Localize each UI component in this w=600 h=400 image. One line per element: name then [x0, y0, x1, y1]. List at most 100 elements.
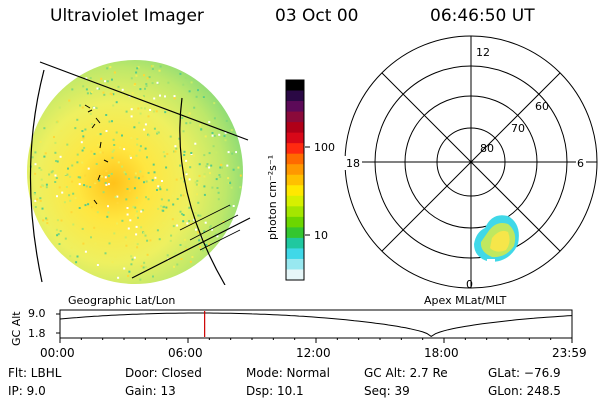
image-speck	[215, 178, 218, 181]
image-speck	[224, 222, 227, 225]
image-speck	[143, 261, 146, 264]
image-speck	[148, 179, 151, 182]
image-speck	[59, 155, 62, 158]
image-speck	[181, 116, 184, 119]
image-speck	[224, 131, 227, 134]
image-speck	[211, 186, 214, 189]
image-speck	[184, 204, 187, 206]
image-speck	[39, 185, 42, 188]
image-speck	[166, 153, 169, 155]
image-speck	[106, 67, 109, 70]
image-speck	[211, 228, 213, 231]
image-speck	[68, 194, 71, 197]
image-speck	[117, 85, 120, 88]
image-speck	[145, 196, 147, 199]
image-speck	[157, 207, 160, 210]
image-speck	[172, 225, 175, 228]
image-speck	[176, 224, 179, 227]
image-speck	[112, 93, 115, 96]
image-speck	[106, 215, 109, 218]
image-speck	[77, 176, 80, 179]
image-speck	[104, 182, 107, 185]
image-speck	[169, 239, 172, 242]
image-speck	[197, 231, 199, 234]
altitude-curve	[59, 312, 573, 337]
image-speck	[113, 232, 116, 235]
image-speck	[151, 179, 154, 182]
image-speck	[140, 226, 143, 229]
glon-status: GLon: 248.5	[488, 384, 561, 398]
image-speck	[87, 203, 90, 206]
image-speck	[227, 181, 230, 184]
image-speck	[67, 167, 69, 170]
colorbar-swatch	[286, 237, 304, 250]
image-speck	[199, 246, 201, 248]
image-speck	[58, 243, 61, 245]
image-speck	[146, 239, 149, 242]
colorbar-swatch	[286, 80, 304, 92]
image-speck	[107, 211, 110, 214]
image-speck	[107, 183, 110, 186]
image-speck	[158, 238, 161, 241]
colorbar-swatch	[286, 164, 304, 176]
image-speck	[226, 164, 229, 167]
image-speck	[89, 186, 92, 188]
image-speck	[198, 239, 201, 242]
image-speck	[176, 163, 179, 166]
image-speck	[138, 149, 141, 152]
image-speck	[83, 146, 86, 149]
image-speck	[188, 112, 191, 115]
mlat-label-70: 70	[511, 122, 525, 135]
image-speck	[130, 255, 133, 258]
image-speck	[195, 95, 198, 98]
image-speck	[208, 121, 211, 124]
image-speck	[176, 263, 179, 266]
image-speck	[107, 205, 109, 208]
image-speck	[121, 88, 124, 91]
image-speck	[69, 175, 72, 178]
image-speck	[136, 138, 139, 140]
image-speck	[58, 186, 61, 189]
image-speck	[139, 88, 142, 91]
image-speck	[116, 195, 119, 198]
altitude-ylabel: GC Alt	[10, 311, 23, 346]
image-speck	[160, 198, 163, 201]
sequence-status: Seq: 39	[364, 384, 410, 398]
image-speck	[101, 151, 104, 154]
mlt-label-6: 6	[577, 157, 584, 170]
image-speck	[225, 119, 228, 122]
colorbar-swatch	[286, 258, 304, 271]
image-speck	[155, 110, 158, 113]
image-speck	[194, 212, 197, 214]
image-speck	[220, 166, 223, 169]
image-speck	[45, 183, 48, 186]
image-speck	[104, 176, 107, 179]
image-speck	[54, 141, 57, 144]
image-speck	[139, 112, 142, 115]
colorbar-units-label: photon cm⁻²s⁻¹	[266, 155, 279, 240]
image-speck	[229, 205, 232, 208]
image-speck	[45, 186, 48, 189]
image-speck	[136, 67, 139, 70]
image-speck	[90, 150, 93, 153]
image-speck	[99, 151, 102, 154]
image-speck	[121, 134, 123, 137]
image-speck	[82, 135, 85, 138]
image-speck	[212, 145, 215, 148]
image-speck	[216, 235, 219, 238]
colorbar-swatch	[286, 174, 304, 186]
image-speck	[208, 243, 211, 246]
image-speck	[176, 217, 179, 220]
image-speck	[208, 166, 211, 169]
image-speck	[193, 154, 195, 157]
polar-bottom-label-bg	[487, 259, 495, 264]
image-speck	[96, 133, 99, 136]
coastline-marks	[179, 204, 241, 251]
image-speck	[175, 178, 178, 181]
image-speck	[182, 83, 185, 86]
altitude-x-ticks	[59, 338, 573, 343]
mlat-label-60: 60	[535, 100, 549, 113]
image-speck	[113, 144, 116, 146]
image-speck	[157, 131, 160, 134]
